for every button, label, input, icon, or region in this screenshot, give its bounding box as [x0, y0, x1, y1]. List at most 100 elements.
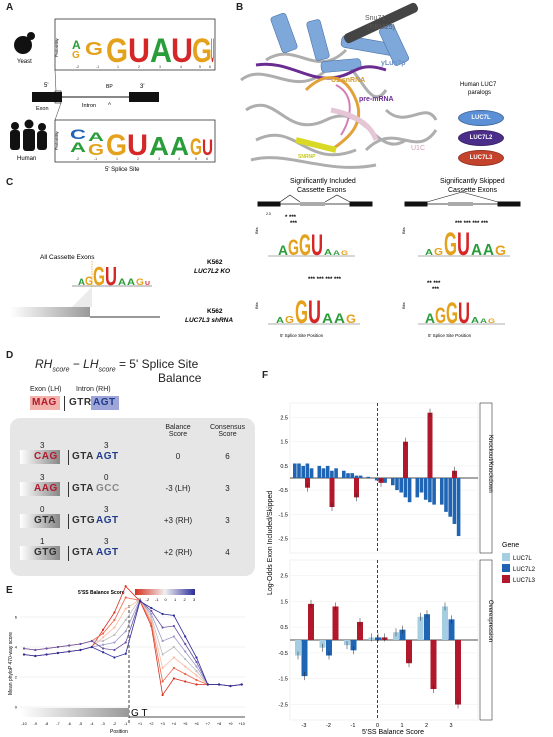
e-series-point: [161, 680, 164, 683]
e-series-point: [113, 611, 116, 614]
e-legend-tick: 2: [184, 597, 187, 602]
human-logo-box: [54, 119, 216, 163]
f-bar-luc7l2: [305, 463, 310, 478]
e-series-point: [184, 635, 187, 638]
e-series-point: [113, 641, 116, 644]
paralogs-title-2: paralogs: [468, 90, 491, 96]
svg-text:G: G: [435, 303, 446, 328]
f-bar-luc7l2: [415, 478, 420, 498]
e-series-point: [150, 615, 153, 619]
panel-e-letter: E: [6, 585, 13, 596]
e-series-point: [172, 645, 175, 649]
e-series-point: [68, 644, 71, 647]
svg-text:2: 2: [137, 157, 139, 161]
e-series-point: [172, 677, 175, 680]
paralogs-title-1: Human LUC7: [460, 82, 497, 88]
svg-text:G: G: [488, 319, 495, 325]
f-bar-luc7l2: [403, 478, 408, 498]
col-balance-header: Balance Score: [165, 424, 191, 438]
top-intron-gt: GTR: [69, 397, 92, 408]
human-label: Human: [17, 156, 36, 162]
svg-text:U: U: [128, 32, 150, 70]
e-series-line: [23, 599, 242, 687]
f-bar-luc7l3: [308, 603, 314, 640]
row-exon-seq: AAG: [34, 483, 58, 494]
e-series-point: [124, 641, 127, 644]
row-consensus: 3: [225, 484, 230, 493]
row-consensus: 6: [225, 452, 230, 461]
e-xtick: -6: [68, 722, 71, 726]
svg-text:G: G: [85, 274, 93, 288]
svg-text:A: A: [127, 277, 136, 287]
svg-text:A: A: [425, 310, 435, 326]
e-series-point: [102, 628, 105, 631]
top-exon-seq: MAG: [32, 397, 57, 408]
logo-skip-row2: Bits ** *** *** A G G U A A G 5' Splice …: [401, 281, 505, 338]
f-ytick: 0.5: [280, 464, 288, 470]
five-ss-caption: 5' Splice Site: [105, 167, 140, 173]
f-bar-luc7l2: [309, 468, 314, 478]
row1-cell: K562: [207, 259, 223, 266]
e-series-line: [23, 598, 242, 687]
e-series-point: [68, 650, 71, 653]
svg-text:G: G: [341, 251, 348, 257]
f-bar-luc7l2: [399, 478, 403, 493]
e-series-line: [23, 585, 242, 697]
f-bar-luc7l3: [354, 478, 359, 498]
svg-text:A: A: [425, 248, 433, 257]
f-xtick: 2: [425, 723, 428, 729]
e-series-point: [138, 600, 142, 603]
e-series-point: [184, 650, 187, 653]
f-bar-luc7l2: [342, 470, 346, 478]
e-legend-bar: [135, 589, 195, 595]
svg-text:Probability: Probability: [54, 131, 59, 150]
svg-text:G: G: [446, 297, 458, 330]
svg-text:***: ***: [432, 287, 440, 293]
snrnp-label: SNRNP: [298, 154, 316, 160]
e-series-line: [23, 598, 242, 687]
f-bar-luc7l2: [326, 640, 332, 656]
e-series-point: [184, 672, 187, 676]
svg-text:3: 3: [158, 157, 160, 161]
e-xtick: +9: [228, 722, 232, 726]
svg-text:G: G: [106, 129, 127, 162]
panel-c-letter: C: [6, 177, 14, 188]
e-series-point: [184, 657, 187, 661]
svg-text:*** *** *** ***: *** *** *** ***: [308, 277, 342, 283]
skip-header-1: Significantly Skipped: [440, 178, 505, 185]
row-lh-score: 3: [40, 441, 45, 450]
premrna-label: pre-mRNA: [359, 96, 394, 103]
e-series-point: [184, 665, 187, 668]
e-series-point: [22, 647, 26, 650]
f-bar-luc7l2: [407, 478, 412, 503]
e-series-point: [22, 653, 26, 656]
f-bar-luc7l2: [428, 478, 432, 503]
svg-text:U: U: [308, 294, 321, 330]
e-xtick: -4: [90, 722, 93, 726]
e-ytick: 6: [15, 615, 18, 620]
row-rh-seq: AGT: [96, 547, 119, 558]
f-ytick: 2.5: [280, 573, 288, 579]
exon-lh-label: Exon (LH): [30, 386, 62, 393]
svg-text:Bits: Bits: [254, 302, 259, 309]
svg-text:A: A: [149, 131, 169, 161]
f-bar-luc7l2: [346, 473, 350, 478]
c-xlabel-1: 5' Splice Site Position: [280, 333, 324, 338]
svg-text:Bits: Bits: [401, 227, 406, 234]
svg-text:A: A: [322, 310, 333, 326]
e-legend-tick: 3: [193, 597, 196, 602]
logo-inc-row2: Bits *** *** *** *** A G G U A A G 5' Sp…: [254, 277, 360, 338]
svg-text:A: A: [471, 316, 479, 325]
svg-text:U: U: [127, 129, 148, 162]
f-xtick: -3: [302, 723, 307, 729]
u1snrna-label: U1 snRNA: [331, 77, 365, 84]
svg-text:A: A: [324, 248, 332, 257]
f-ytick: 2.5: [280, 416, 288, 422]
f-bar-luc7l3: [430, 640, 437, 690]
facet1-label: Knockout/Knockdown: [487, 435, 493, 493]
svg-text:G: G: [346, 312, 356, 326]
svg-text:A: A: [276, 316, 284, 325]
f-bar-luc7l2: [423, 478, 428, 500]
e-series-point: [113, 618, 116, 622]
e-series-point: [229, 684, 232, 688]
